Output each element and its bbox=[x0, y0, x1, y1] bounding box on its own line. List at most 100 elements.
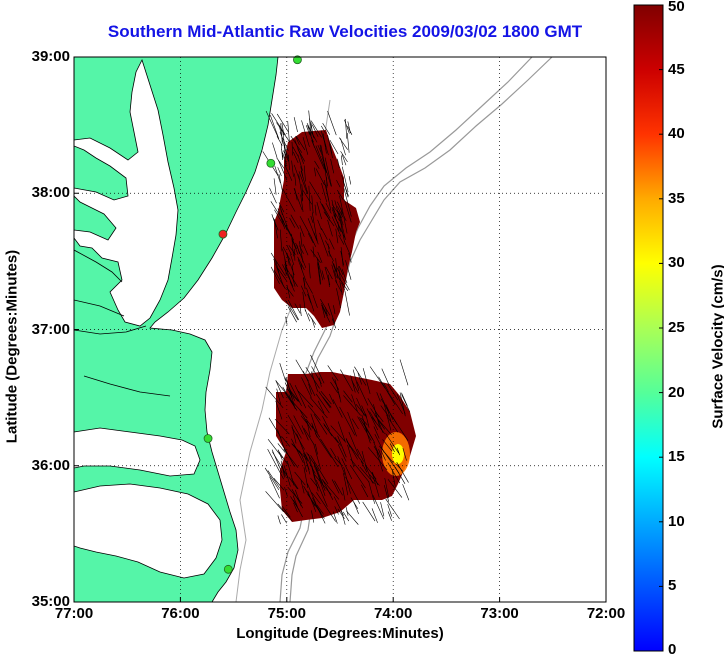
velocity-vector bbox=[328, 250, 334, 262]
velocity-vector bbox=[265, 491, 284, 513]
velocity-vector bbox=[382, 439, 393, 452]
velocity-vector bbox=[332, 399, 343, 418]
velocity-vector bbox=[372, 495, 385, 520]
velocity-vector bbox=[327, 365, 339, 381]
velocity-vector bbox=[321, 302, 327, 315]
velocity-vector bbox=[284, 486, 288, 497]
velocity-vector bbox=[331, 479, 340, 494]
velocity-vector bbox=[295, 136, 306, 151]
velocity-vector bbox=[337, 444, 347, 462]
velocity-vector bbox=[356, 448, 364, 462]
velocity-vector bbox=[310, 215, 314, 223]
velocity-vector bbox=[283, 465, 291, 487]
velocity-vector bbox=[401, 394, 411, 413]
x-tick-label: 75:00 bbox=[267, 605, 306, 622]
velocity-vector bbox=[287, 414, 302, 439]
velocity-vector bbox=[275, 380, 290, 398]
velocity-vector bbox=[401, 392, 408, 407]
velocity-vector bbox=[343, 395, 361, 416]
velocity-vector bbox=[399, 392, 406, 417]
velocity-vector bbox=[381, 450, 386, 461]
velocity-vector bbox=[294, 471, 306, 486]
velocity-vector bbox=[361, 451, 368, 471]
colorbar-tick-label: 35 bbox=[668, 189, 685, 207]
colorbar-tick-label: 30 bbox=[668, 254, 685, 272]
velocity-vector bbox=[317, 400, 325, 414]
velocity-vector bbox=[351, 394, 358, 412]
velocity-vector bbox=[310, 120, 322, 138]
velocity-vector bbox=[319, 200, 330, 221]
velocity-vector bbox=[385, 498, 400, 520]
velocity-vector bbox=[273, 178, 277, 195]
velocity-vector bbox=[341, 154, 347, 166]
velocity-vector bbox=[310, 354, 325, 384]
velocity-vector bbox=[320, 438, 339, 468]
velocity-vector bbox=[338, 137, 348, 150]
velocity-vector bbox=[308, 131, 314, 143]
velocity-vector bbox=[328, 238, 335, 250]
velocity-vector bbox=[319, 232, 329, 257]
radar-station-marker bbox=[218, 229, 228, 239]
velocity-vector bbox=[291, 274, 296, 287]
velocity-vector bbox=[399, 359, 409, 386]
velocity-vector bbox=[282, 152, 287, 165]
y-tick-label: 36:00 bbox=[31, 456, 70, 474]
velocity-vector bbox=[321, 304, 331, 323]
velocity-vector bbox=[337, 221, 340, 232]
velocity-vector bbox=[309, 181, 322, 201]
velocity-vector bbox=[305, 280, 313, 294]
velocity-vector bbox=[322, 396, 332, 408]
colorbar bbox=[633, 4, 664, 652]
velocity-vector bbox=[356, 397, 365, 416]
velocity-vector bbox=[306, 452, 320, 472]
velocity-vector bbox=[286, 460, 295, 486]
velocity-vector bbox=[271, 214, 277, 228]
velocity-vector bbox=[282, 140, 289, 159]
velocity-vector bbox=[336, 288, 341, 309]
velocity-vector bbox=[287, 383, 295, 407]
velocity-vector bbox=[279, 205, 283, 215]
velocity-vector bbox=[291, 489, 304, 509]
velocity-vector bbox=[284, 164, 293, 181]
velocity-vector bbox=[291, 478, 299, 490]
velocity-vector bbox=[277, 503, 293, 521]
x-tick-label: 74:00 bbox=[374, 605, 413, 622]
velocity-vector bbox=[299, 225, 305, 237]
velocity-vector bbox=[311, 195, 314, 214]
velocity-vector bbox=[348, 253, 352, 263]
velocity-vector bbox=[290, 214, 300, 229]
velocity-vector bbox=[361, 484, 369, 498]
velocity-vector bbox=[308, 110, 312, 136]
velocity-vector bbox=[327, 134, 332, 154]
velocity-vector bbox=[284, 264, 292, 285]
velocity-vector bbox=[301, 120, 310, 148]
velocity-vector bbox=[288, 394, 296, 410]
velocity-vector bbox=[307, 483, 317, 505]
velocity-vector bbox=[281, 505, 291, 518]
velocity-vector bbox=[277, 208, 286, 230]
velocity-vector bbox=[389, 443, 395, 453]
velocity-vector bbox=[307, 218, 318, 241]
velocity-vector bbox=[300, 262, 303, 270]
velocity-vector bbox=[302, 371, 316, 397]
velocity-vector bbox=[271, 449, 283, 474]
velocity-vector bbox=[317, 262, 321, 285]
velocity-vector bbox=[356, 381, 369, 406]
velocity-vector bbox=[331, 261, 337, 273]
velocity-vector bbox=[331, 318, 337, 329]
velocity-vector bbox=[291, 443, 308, 460]
velocity-vector bbox=[328, 274, 330, 288]
velocity-vector bbox=[361, 417, 368, 426]
velocity-vector bbox=[331, 216, 342, 237]
velocity-vector bbox=[371, 416, 385, 434]
velocity-vector bbox=[329, 393, 335, 405]
velocity-vector bbox=[314, 204, 317, 216]
velocity-vector bbox=[278, 125, 284, 142]
velocity-vector bbox=[273, 478, 285, 491]
velocity-vector bbox=[282, 129, 287, 156]
velocity-vector bbox=[331, 207, 340, 222]
velocity-vector bbox=[344, 119, 350, 134]
velocity-vector bbox=[344, 291, 350, 316]
velocity-vector bbox=[367, 398, 380, 418]
velocity-vector bbox=[380, 398, 398, 425]
